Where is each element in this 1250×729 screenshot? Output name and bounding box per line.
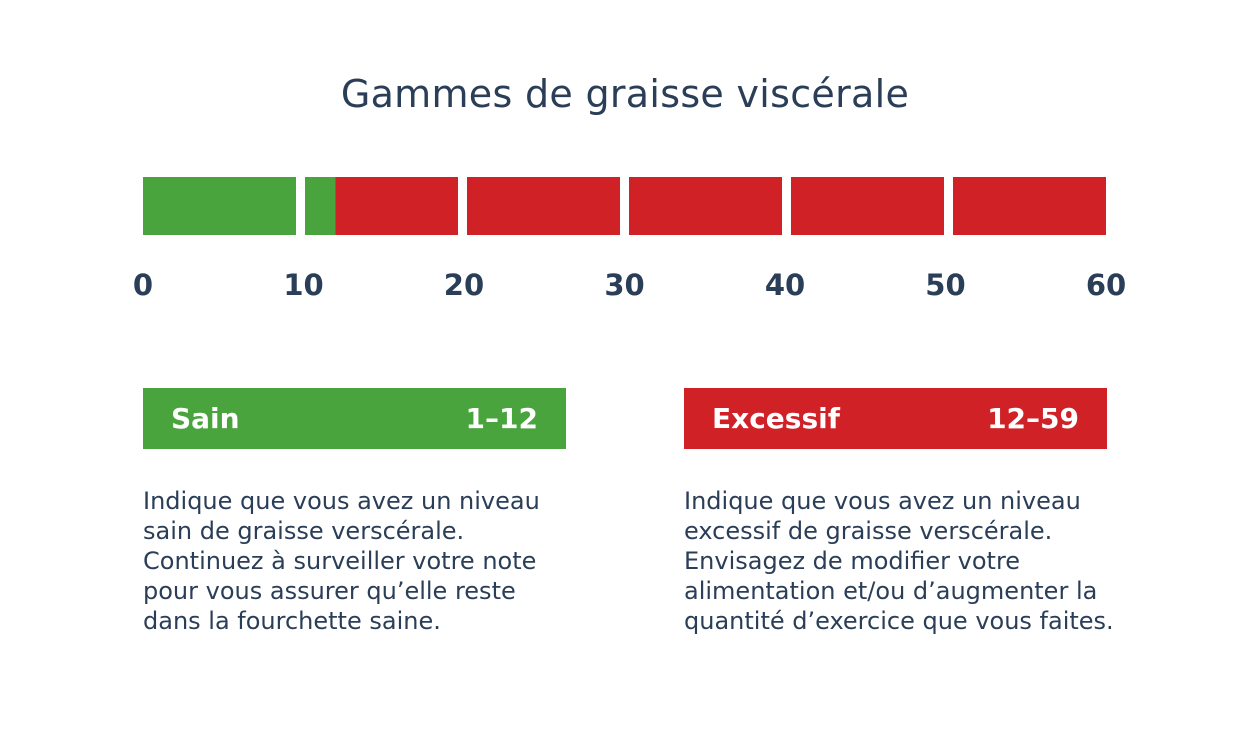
bar-segment-30-40: [629, 177, 782, 235]
excessive-range-description: Indique que vous avez un niveau excessif…: [684, 487, 1114, 635]
axis-tick-0: 0: [132, 268, 154, 302]
excessive-range-card: Excessif 12–59: [684, 388, 1107, 449]
healthy-range-label: Sain: [171, 402, 240, 435]
axis-tick-10: 10: [283, 268, 324, 302]
healthy-range-description: Indique que vous avez un niveau sain de …: [143, 487, 540, 635]
bar-segment-40-50: [791, 177, 944, 235]
axis-tick-20: 20: [443, 268, 485, 302]
healthy-range-card: Sain 1–12: [143, 388, 566, 449]
range-bar: [143, 177, 1106, 235]
axis-tick-40: 40: [764, 268, 806, 302]
bar-segment-20-30: [467, 177, 620, 235]
page-title: Gammes de graisse viscérale: [340, 72, 910, 116]
healthy-range-values: 1–12: [465, 402, 538, 435]
bar-segment-0-10: [143, 177, 296, 235]
bar-segment-10-20: [305, 177, 458, 235]
axis-tick-50: 50: [925, 268, 966, 302]
excessive-range-values: 12–59: [987, 402, 1079, 435]
axis-tick-row: 0 10 20 30 40 50 60: [133, 268, 1126, 304]
excessive-range-label: Excessif: [712, 402, 840, 435]
axis-tick-60: 60: [1085, 268, 1127, 302]
bar-segment-50-60: [953, 177, 1106, 235]
axis-tick-30: 30: [604, 268, 645, 302]
